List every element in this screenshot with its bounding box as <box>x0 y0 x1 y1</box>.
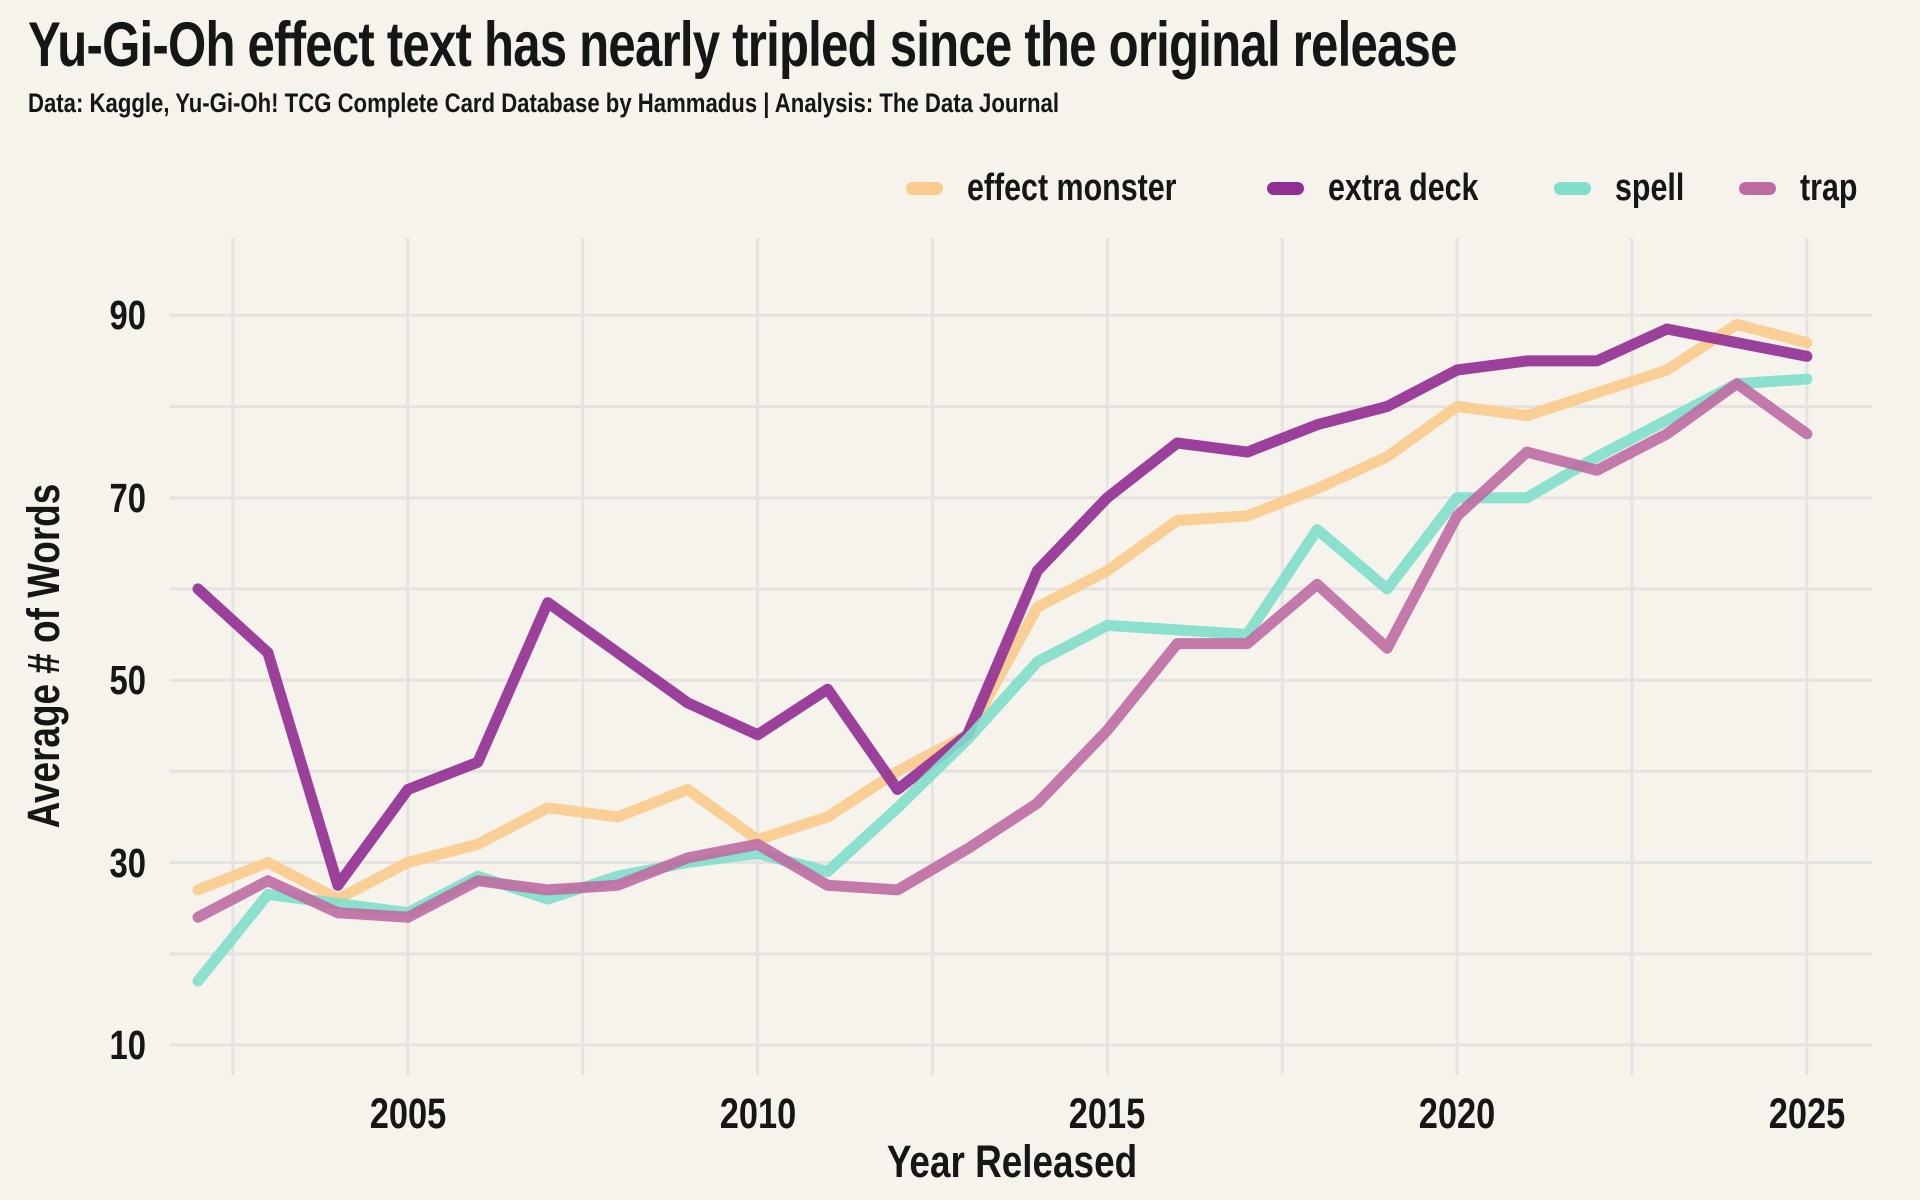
legend-item-spell: spell <box>1553 166 1702 210</box>
data-series <box>192 318 1813 987</box>
y-tick-label: 70 <box>109 475 146 521</box>
line-effect-monster <box>192 318 1813 905</box>
y-tick-label: 90 <box>109 292 146 338</box>
y-tick-label: 30 <box>109 840 146 886</box>
gridlines <box>170 238 1872 1075</box>
page-title: Yu-Gi-Oh effect text has nearly tripled … <box>28 10 1457 80</box>
legend-item-effect-monster: effect monster <box>905 166 1229 210</box>
legend: effect monster extra deck spell trap <box>905 166 1872 210</box>
x-tick-label: 2020 <box>1418 1090 1496 1138</box>
x-tick-label: 2025 <box>1768 1090 1846 1138</box>
legend-swatch-icon <box>1553 181 1591 195</box>
line-trap <box>192 378 1813 923</box>
page-subtitle: Data: Kaggle, Yu-Gi-Oh! TCG Complete Car… <box>28 88 1060 119</box>
legend-swatch-icon <box>1266 181 1304 195</box>
legend-swatch-icon <box>1739 181 1777 195</box>
legend-label: trap <box>1800 166 1858 209</box>
x-axis-title: Year Released <box>886 1136 1138 1187</box>
y-axis-title: Average # of Words <box>18 483 69 829</box>
legend-item-extra-deck: extra deck <box>1266 166 1516 210</box>
y-tick-label: 10 <box>109 1022 146 1068</box>
x-tick-label: 2015 <box>1068 1090 1146 1138</box>
x-tick-label: 2010 <box>719 1090 797 1138</box>
legend-label: effect monster <box>966 166 1177 209</box>
x-tick-label: 2005 <box>369 1090 447 1138</box>
line-extra-deck <box>192 323 1813 891</box>
legend-label: spell <box>1614 166 1684 209</box>
legend-item-trap: trap <box>1739 167 1872 210</box>
legend-swatch-icon <box>905 181 943 195</box>
y-tick-label: 50 <box>109 657 146 703</box>
header: Yu-Gi-Oh effect text has nearly tripled … <box>28 12 1860 119</box>
legend-label: extra deck <box>1327 166 1478 209</box>
